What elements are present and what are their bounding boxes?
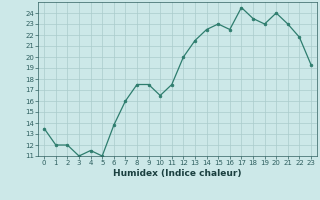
X-axis label: Humidex (Indice chaleur): Humidex (Indice chaleur): [113, 169, 242, 178]
